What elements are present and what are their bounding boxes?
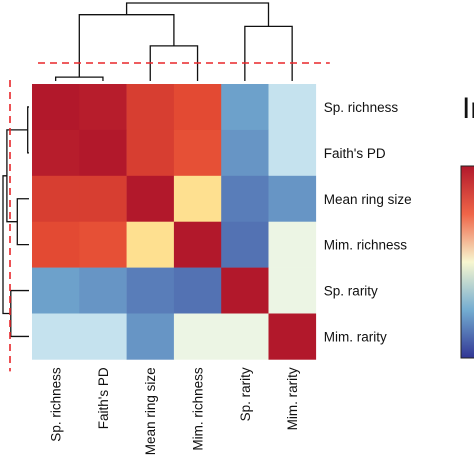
heatmap-cell [79,84,127,131]
column-label: Mim. rarity [285,367,300,430]
heatmap-cell [268,313,317,360]
row-label: Sp. rarity [324,284,378,299]
heatmap-cell [126,129,175,177]
heatmap-cell [268,84,317,131]
heatmap-cells [32,84,317,360]
column-labels: Sp. richness Faith's PD Mean ring size Mim.… [49,367,300,455]
row-label: Mean ring size [324,192,412,207]
heatmap-cell [126,267,175,314]
column-label: Mim. richness [191,367,206,451]
row-labels: Sp. richness Faith's PD Mean ring size Mim.… [324,100,412,345]
dendrogram-branch [16,198,29,246]
heatmap-cell [268,267,317,314]
dendrogram-branch [125,2,270,27]
heatmap-cell [32,84,80,131]
column-label: Faith's PD [96,367,111,429]
heatmap-cell [32,129,80,177]
heatmap-cell [173,129,222,177]
dendrogram-branch [2,175,11,315]
dendrogram-branch [244,25,293,81]
dendrogram-branch [10,289,29,338]
row-label: Faith's PD [324,146,386,161]
heatmap-cell [79,129,127,177]
dendrogram-branch [55,76,104,81]
column-label: Sp. rarity [238,367,253,421]
column-label: Sp. richness [49,367,64,442]
heatmap-cell [32,267,80,314]
heatmap-cell [173,221,222,268]
column-label: Mean ring size [143,367,158,455]
row-dendrogram [2,106,29,338]
row-label: Mim. rarity [324,329,387,344]
heatmap-cell [126,175,175,222]
heatmap-cell [268,221,317,268]
row-label: Sp. richness [324,100,399,115]
cluster-cut-lines [9,62,330,372]
row-label: Mim. richness [324,238,408,253]
color-legend: Ir [460,92,474,359]
heatmap-cell [32,221,80,268]
heatmap-cell [268,175,317,222]
heatmap-cell [221,129,269,177]
heatmap-cell [173,267,222,314]
heatmap-cell [79,313,127,360]
heatmap-cell [79,267,127,314]
heatmap-cell [221,84,269,131]
heatmap-cell [126,221,175,268]
heatmap-cell [221,175,269,222]
heatmap-cell [32,175,80,222]
dendrogram-branch [27,106,29,154]
heatmap-cell [173,313,222,360]
heatmap-cell [126,84,175,131]
heatmap-cell [221,313,269,360]
heatmap-cell [173,84,222,131]
legend-title: Ir [462,92,474,125]
heatmap-cell [32,313,80,360]
heatmap-cell [221,267,269,314]
heatmap-cell [79,175,127,222]
heatmap-cell [126,313,175,360]
heatmap-cell [268,129,317,177]
heatmap-cell [173,175,222,222]
heatmap-cell [79,221,127,268]
heatmap-cell [221,221,269,268]
colorbar [460,165,474,359]
column-dendrogram [55,2,293,81]
